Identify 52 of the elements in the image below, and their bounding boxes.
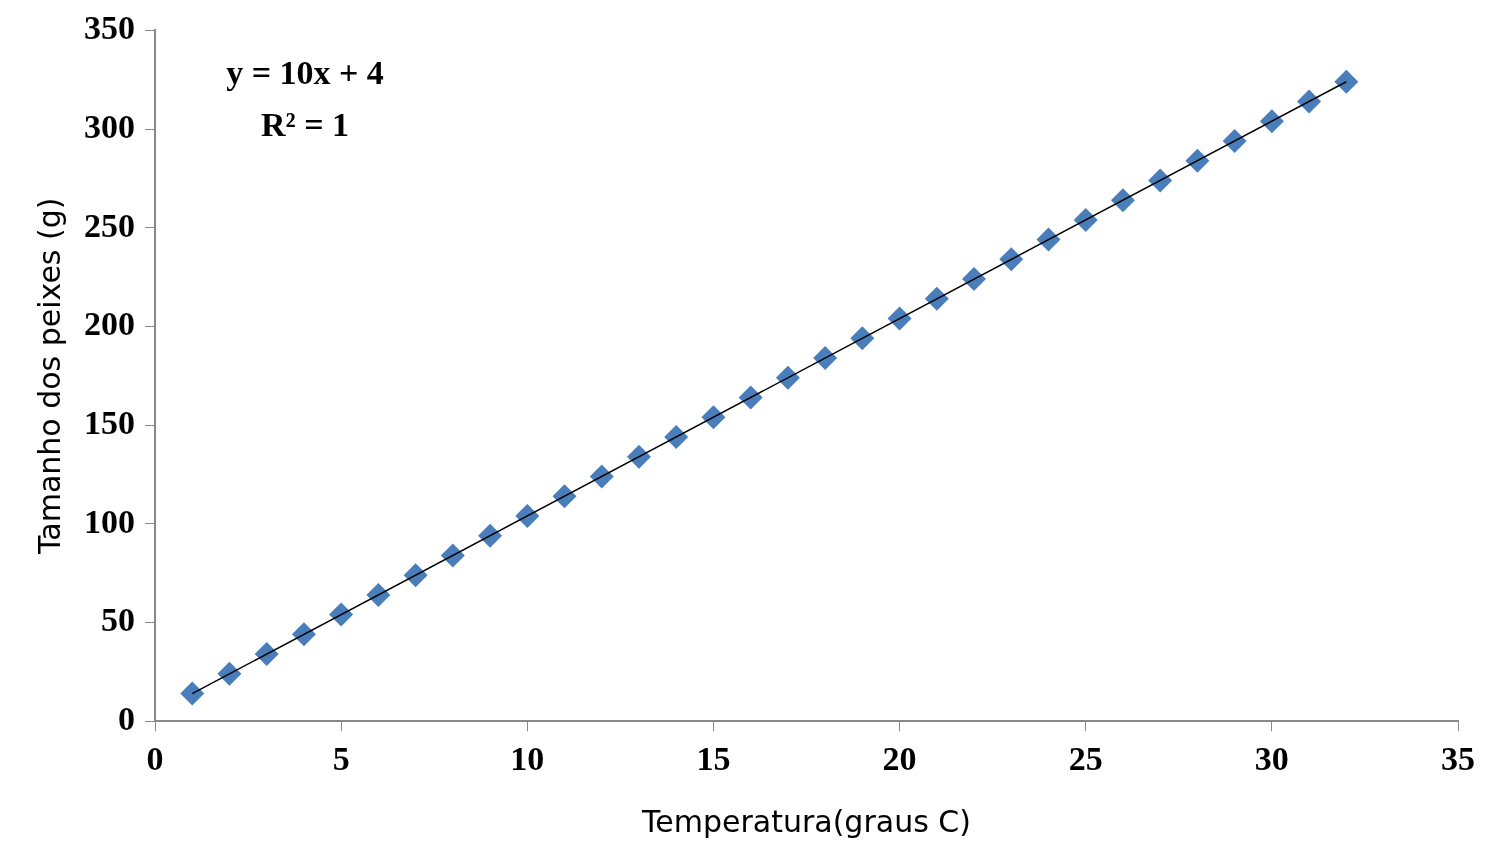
point [1148,168,1173,193]
point [1222,128,1247,153]
y-tick-label: 200 [84,305,135,343]
x-tick-label: 10 [510,740,545,778]
annotation: R² = 1 [260,106,350,144]
point [701,405,726,430]
point [403,563,428,588]
x-tick-label: 25 [1068,740,1103,778]
y-tick-label: 300 [84,107,135,145]
x-tick-label: 15 [696,740,731,778]
point [1185,148,1210,173]
x-tick-label: 30 [1254,740,1289,778]
point [515,503,540,528]
point [738,385,763,410]
point [254,642,279,667]
point [887,306,912,331]
point [180,681,205,706]
point [291,622,316,647]
y-tick-label: 350 [84,9,135,47]
point [552,484,577,509]
point [366,582,391,607]
x-tick-label: 0 [146,740,164,778]
point [664,424,689,449]
y-tick-label: 100 [84,502,135,540]
point [813,346,838,371]
y-tick-label: 150 [84,403,135,441]
point [924,286,949,311]
point [626,444,651,469]
point [589,464,614,489]
point [775,365,800,390]
point [962,267,987,292]
point [1073,207,1098,232]
point [1036,227,1061,252]
x-tick-label: 20 [882,740,917,778]
y-axis-title: Tamanho dos peixes (g) [31,197,67,556]
point [329,602,354,627]
x-tick-label: 35 [1441,740,1475,778]
y-tick-label: 50 [101,601,135,639]
point [478,523,503,548]
x-axis-title: Temperatura(graus C) [641,803,971,839]
point [217,661,242,686]
y-tick-label: 0 [118,699,135,737]
x-tick-label: 5 [332,740,350,778]
point [1297,89,1322,114]
point [440,543,465,568]
point [999,247,1024,272]
point [1110,188,1135,213]
point [1259,109,1284,134]
point [850,326,875,351]
y-tick-label: 250 [84,206,135,244]
annotation: y = 10x + 4 [226,54,384,92]
point [1334,69,1359,94]
